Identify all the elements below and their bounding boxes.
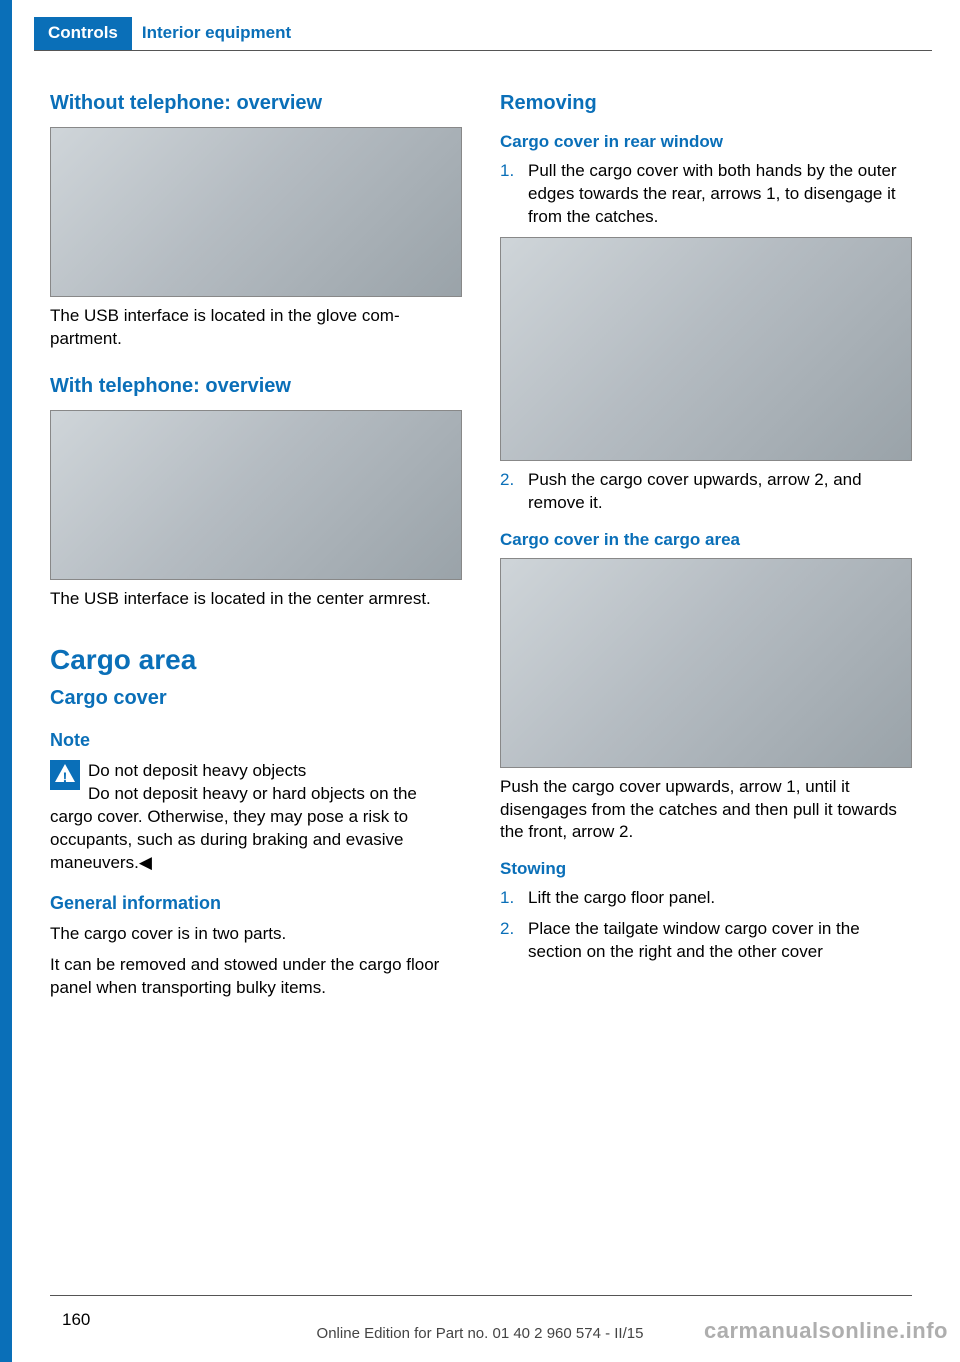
warning-note: Do not deposit heavy objects Do not depo… — [50, 760, 462, 875]
steps-stowing: 1. Lift the cargo floor panel. 2. Place … — [500, 887, 912, 964]
side-accent-bar — [0, 0, 12, 1362]
text-general-1: The cargo cover is in two parts. — [50, 923, 462, 946]
warning-icon — [50, 760, 80, 790]
steps-rear-window-2: 2. Push the cargo cover upwards, arrow 2… — [500, 469, 912, 515]
watermark: carmanualsonline.info — [704, 1318, 948, 1344]
stow-step-2: 2. Place the tailgate window cargo cover… — [500, 918, 912, 964]
step-1: 1. Pull the cargo cover with both hands … — [500, 160, 912, 229]
page-content: Without telephone: overview The USB inte… — [50, 90, 912, 1282]
stow-step-1: 1. Lift the cargo floor panel. — [500, 887, 912, 910]
heading-cargo-area: Cargo area — [50, 641, 462, 679]
note-body: Do not deposit heavy or hard objects on … — [50, 784, 417, 872]
step-text: Lift the cargo floor panel. — [528, 887, 715, 910]
step-number: 2. — [500, 918, 528, 964]
step-2: 2. Push the cargo cover upwards, arrow 2… — [500, 469, 912, 515]
heading-cargo-cover: Cargo cover — [50, 685, 462, 712]
footer-rule — [50, 1295, 912, 1296]
figure-cargo-area-cover — [500, 558, 912, 768]
heading-stowing: Stowing — [500, 858, 912, 881]
step-number: 1. — [500, 887, 528, 910]
header-tab-interior: Interior equipment — [142, 23, 291, 43]
step-number: 1. — [500, 160, 528, 229]
step-number: 2. — [500, 469, 528, 515]
note-title: Do not deposit heavy objects — [88, 761, 306, 780]
step-text: Push the cargo cover upwards, arrow 2, a… — [528, 469, 912, 515]
figure-glove-compartment — [50, 127, 462, 297]
heading-with-telephone: With telephone: overview — [50, 373, 462, 400]
heading-note: Note — [50, 728, 462, 752]
heading-removing: Removing — [500, 90, 912, 117]
header-rule — [34, 50, 932, 51]
figure-rear-window-cover — [500, 237, 912, 461]
heading-without-telephone: Without telephone: overview — [50, 90, 462, 117]
text-glove-compartment: The USB interface is located in the glov… — [50, 305, 462, 351]
text-center-armrest: The USB interface is located in the cent… — [50, 588, 462, 611]
step-text: Pull the cargo cover with both hands by … — [528, 160, 912, 229]
heading-rear-window: Cargo cover in rear window — [500, 131, 912, 154]
heading-cargo-area-cover: Cargo cover in the cargo area — [500, 529, 912, 552]
header-tab-controls: Controls — [34, 17, 132, 50]
heading-general-info: General information — [50, 891, 462, 915]
step-text: Place the tailgate window cargo cover in… — [528, 918, 912, 964]
text-cargo-area-cover: Push the cargo cover upwards, arrow 1, u… — [500, 776, 912, 845]
steps-rear-window: 1. Pull the cargo cover with both hands … — [500, 160, 912, 229]
page-header: Controls Interior equipment — [34, 16, 291, 50]
figure-center-armrest — [50, 410, 462, 580]
text-general-2: It can be removed and stowed under the c… — [50, 954, 462, 1000]
